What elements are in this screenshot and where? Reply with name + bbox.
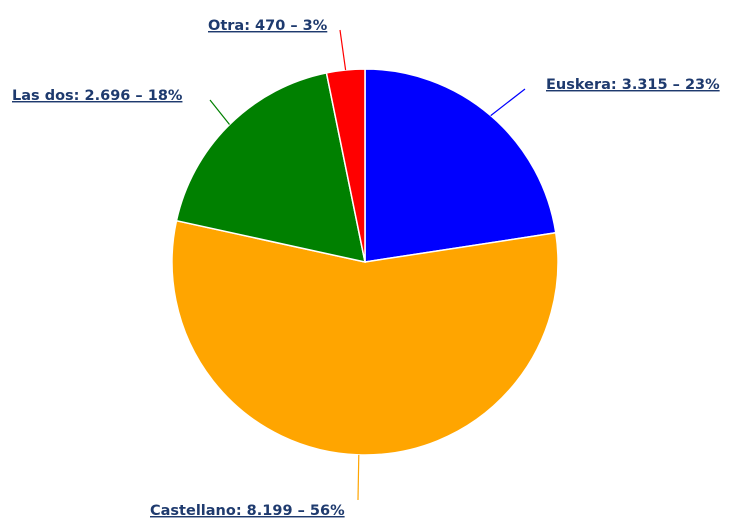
pie-label-otra[interactable]: Otra: 470 – 3% bbox=[208, 18, 328, 34]
leader-line-castellano bbox=[357, 454, 360, 501]
labels-layer: Euskera: 3.315 – 23% Castellano: 8.199 – … bbox=[12, 18, 720, 519]
pie-slice-castellano[interactable] bbox=[171, 219, 559, 456]
leader-line-otra bbox=[339, 29, 347, 71]
slices-layer bbox=[171, 68, 559, 456]
leader-lines-layer bbox=[209, 29, 526, 501]
leader-line-euskera bbox=[490, 88, 526, 117]
pie-label-las-dos[interactable]: Las dos: 2.696 – 18% bbox=[12, 88, 183, 104]
pie-label-euskera[interactable]: Euskera: 3.315 – 23% bbox=[546, 77, 720, 93]
pie-slice-las-dos[interactable] bbox=[175, 72, 366, 263]
pie-slice-euskera[interactable] bbox=[364, 68, 557, 263]
leader-line-las-dos bbox=[209, 99, 230, 125]
pie-label-castellano[interactable]: Castellano: 8.199 – 56% bbox=[150, 503, 345, 519]
